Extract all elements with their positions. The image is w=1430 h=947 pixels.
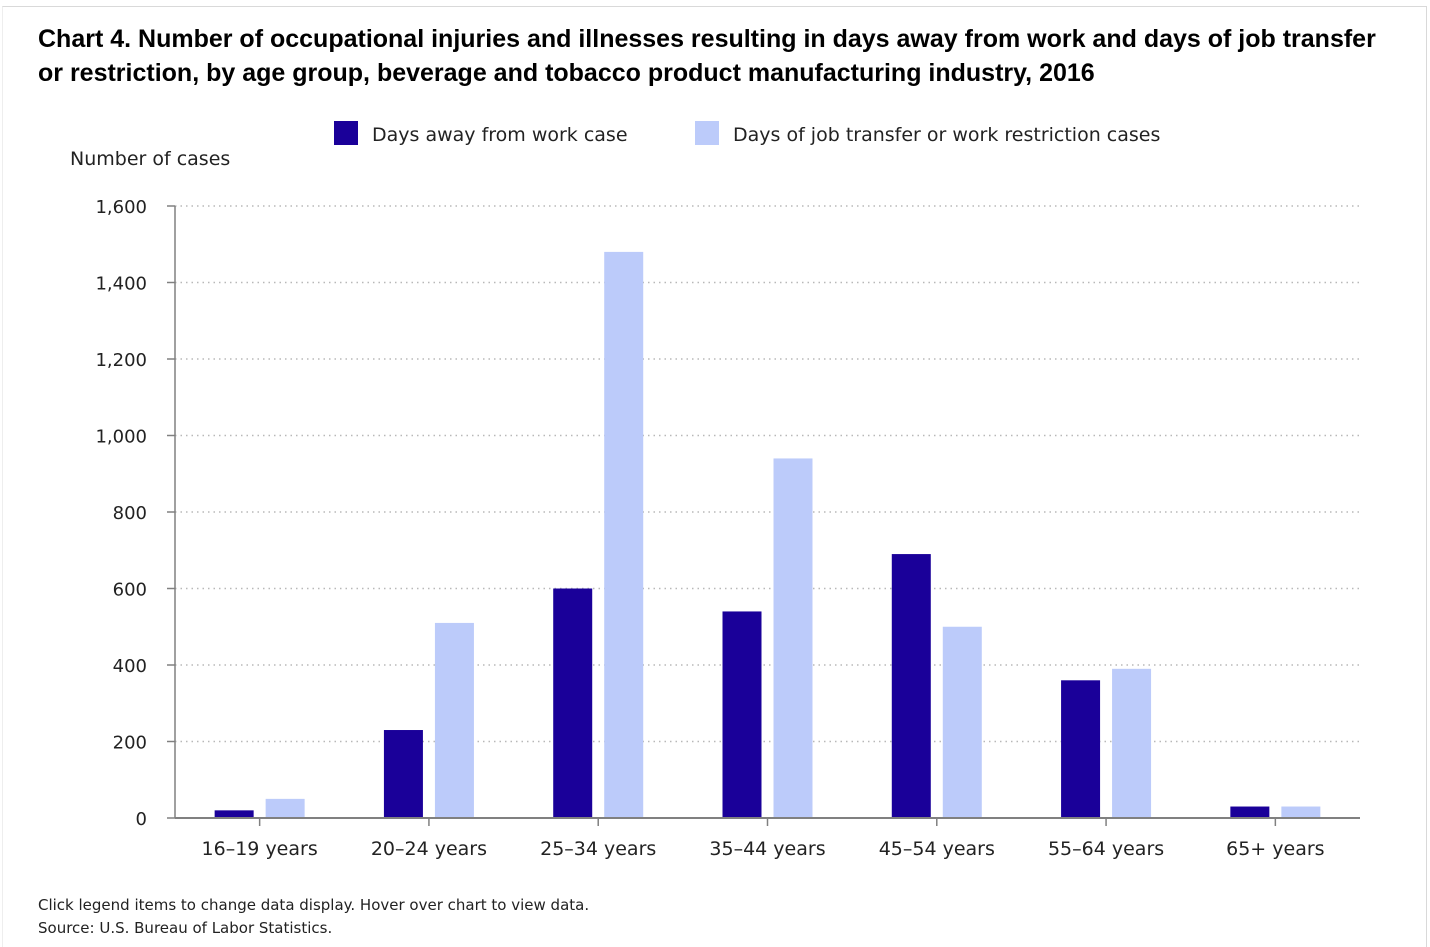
legend-swatch — [334, 121, 358, 145]
bar-days-away[interactable] — [722, 611, 762, 818]
bar-days-away[interactable] — [214, 810, 254, 818]
bar-days-away[interactable] — [383, 730, 423, 818]
bar-job-transfer[interactable] — [604, 251, 644, 818]
bar-job-transfer[interactable] — [265, 798, 305, 818]
y-tick-label: 200 — [113, 733, 147, 754]
gridlines — [175, 205, 1360, 743]
bar-job-transfer[interactable] — [942, 626, 982, 818]
bar-job-transfer[interactable] — [773, 458, 813, 818]
chart-source: Source: U.S. Bureau of Labor Statistics. — [38, 919, 333, 937]
x-tick-label: 55–64 years — [1048, 838, 1164, 860]
y-tick-label: 600 — [113, 580, 147, 601]
chart-frame — [2, 6, 1427, 947]
legend-label: Days away from work case — [372, 124, 628, 146]
y-tick-label: 1,200 — [95, 350, 147, 371]
legend-label: Days of job transfer or work restriction… — [733, 124, 1160, 146]
y-tick-label: 1,000 — [95, 427, 147, 448]
bar-days-away[interactable] — [891, 554, 931, 818]
y-axis-title: Number of cases — [70, 148, 230, 170]
bar-job-transfer[interactable] — [1281, 806, 1321, 818]
legend-item[interactable]: Days of job transfer or work restriction… — [695, 121, 1160, 146]
y-tick-label: 1,400 — [95, 274, 147, 295]
chart-title: Chart 4. Number of occupational injuries… — [38, 25, 1376, 87]
bar-days-away[interactable] — [1230, 806, 1270, 818]
bars — [214, 251, 1321, 819]
chart-legend: Days away from work case Days of job tran… — [334, 121, 1160, 146]
chart-note: Click legend items to change data displa… — [38, 896, 590, 914]
bar-days-away[interactable] — [1061, 680, 1101, 818]
x-tick-label: 65+ years — [1226, 838, 1324, 860]
y-axis-ticks: 0 200 400 600 800 1,000 1,200 1,400 1,600 — [95, 197, 175, 830]
bar-job-transfer[interactable] — [434, 622, 474, 818]
x-tick-label: 20–24 years — [371, 838, 487, 860]
x-axis-ticks: 16–19 years 20–24 years 25–34 years 35–44 y… — [202, 818, 1325, 860]
bar-days-away[interactable] — [553, 588, 593, 819]
bar-job-transfer[interactable] — [1112, 668, 1152, 818]
x-tick-label: 35–44 years — [709, 838, 825, 860]
x-tick-label: 16–19 years — [202, 838, 318, 860]
legend-item[interactable]: Days away from work case — [334, 121, 628, 146]
x-tick-label: 45–54 years — [879, 838, 995, 860]
y-tick-label: 1,600 — [95, 197, 147, 218]
legend-swatch — [695, 121, 719, 145]
y-tick-label: 800 — [113, 503, 147, 524]
y-tick-label: 400 — [113, 656, 147, 677]
x-tick-label: 25–34 years — [540, 838, 656, 860]
y-tick-label: 0 — [136, 809, 147, 830]
